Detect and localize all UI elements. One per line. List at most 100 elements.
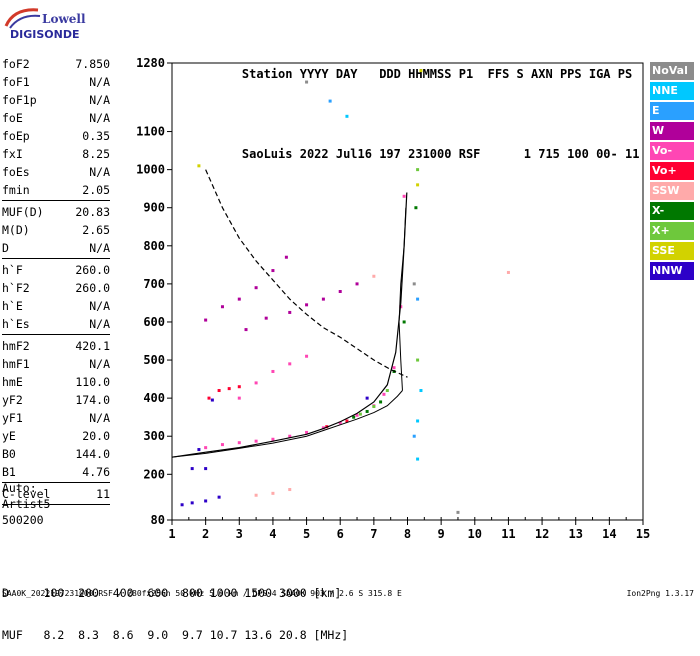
echo-point [244,328,248,332]
param-name: foF1 [2,75,30,89]
logo-line1: Lowell [42,12,86,26]
param-divider [2,504,110,505]
header-value-p1: RSF [458,147,481,161]
echo-point [305,354,309,358]
param-name: hmF2 [2,339,30,353]
echo-point [237,297,241,301]
autoscaling-info: Auto: Artist5 500200 [2,480,50,528]
echo-point [237,441,241,445]
echo-point [197,448,201,452]
param-value: N/A [89,299,110,313]
header-value-time: 231000 [408,147,452,161]
param-name: D [2,241,9,255]
y-tick-label: 1280 [136,56,165,70]
legend-item-e: E [650,102,694,120]
param-row: foF1p N/A [2,91,110,109]
echo-point [254,439,258,443]
x-tick-label: 13 [568,527,582,541]
param-value: 110.0 [75,375,110,389]
param-name: M(D) [2,223,30,237]
muf-row: MUF 8.2 8.3 8.6 9.0 9.7 10.7 13.6 20.8 [… [2,628,349,642]
echo-point [237,396,241,400]
x-tick-label: 5 [303,527,310,541]
ionogram-chart: 1 2 3 4 5 6 7 8 9 10 11 12 13 14 158020030040050060070… [136,56,650,541]
echo-point [355,413,359,417]
virtual-height-trace [171,192,408,458]
param-name: foF1p [2,93,37,107]
echo-point [210,398,214,402]
param-row: M(D) 2.65 [2,221,110,239]
echo-point [416,183,420,187]
param-row: hmE 110.0 [2,373,110,391]
logo-swoosh-icon [4,8,41,29]
param-name: yE [2,429,16,443]
param-value: 7.850 [75,57,110,71]
echo-point [382,392,386,396]
echo-point [190,467,194,471]
echo-point [204,499,208,503]
echo-point [416,419,420,423]
y-tick-label: 700 [143,277,165,291]
param-value: 20.83 [75,205,110,219]
header-label-ffs: FFS [487,67,510,81]
echo-point [345,419,349,423]
param-row: foF2 7.850 [2,55,110,73]
param-value: N/A [89,357,110,371]
echo-point [414,206,418,210]
echo-point [271,491,275,495]
param-name: B0 [2,447,16,461]
y-tick-label: 600 [143,315,165,329]
x-tick-label: 3 [236,527,243,541]
echo-point [190,501,194,505]
y-tick-label: 400 [143,391,165,405]
x-tick-label: 9 [438,527,445,541]
header-value-pps: 100 [567,147,589,161]
param-row: B0 144.0 [2,445,110,463]
param-row: h`F2 260.0 [2,279,110,297]
echo-point [412,434,416,438]
station-header: Station YYYY DAY DDD HHMMSS P1 FFS S AXN… [213,18,640,194]
param-name: hmE [2,375,23,389]
header-label-iga: IGA [588,67,611,81]
param-row: MUF(D) 20.83 [2,203,110,221]
header-row-2: SaoLuis 2022 Jul16 197 231000 RSF 1 715 … [213,130,640,178]
echo-point [412,282,416,286]
echo-point [180,503,184,507]
header-value-iga: 00- [596,147,618,161]
legend-item-nnw: NNW [650,262,694,280]
y-tick-label: 200 [143,467,165,481]
y-tick-label: 300 [143,429,165,443]
param-value: 174.0 [75,393,110,407]
legend-item-x-: X+ [650,222,694,240]
echo-point [358,412,362,416]
param-value: N/A [89,317,110,331]
param-value: 4.76 [82,465,110,479]
header-label-axn: AXN [531,67,553,81]
param-row: h`F 260.0 [2,261,110,279]
auto-version: 500200 [2,513,44,527]
param-value: 260.0 [75,263,110,277]
echo-point [402,320,406,324]
echo-point [237,385,241,389]
x-tick-label: 11 [501,527,515,541]
param-name: hmF1 [2,357,30,371]
param-name: h`F2 [2,281,30,295]
echo-point [204,467,208,471]
echo-point [264,316,268,320]
x-tick-label: 4 [269,527,276,541]
x-tick-label: 10 [468,527,482,541]
file-info-footer: SAA0K_2022197231000.RSF / 280fx256h 50 k… [2,589,402,598]
echo-point [345,114,349,118]
param-value: N/A [89,75,110,89]
echo-point [284,255,288,259]
x-tick-label: 6 [337,527,344,541]
param-name: fxI [2,147,23,161]
logo-line2: DIGISONDE [10,28,80,41]
y-tick-label: 80 [151,513,165,527]
param-row: hmF2 420.1 [2,337,110,355]
param-divider [2,482,110,483]
param-row: foEs N/A [2,163,110,181]
echo-point [379,400,383,404]
param-row: fmin 2.05 [2,181,110,199]
param-value: 260.0 [75,281,110,295]
